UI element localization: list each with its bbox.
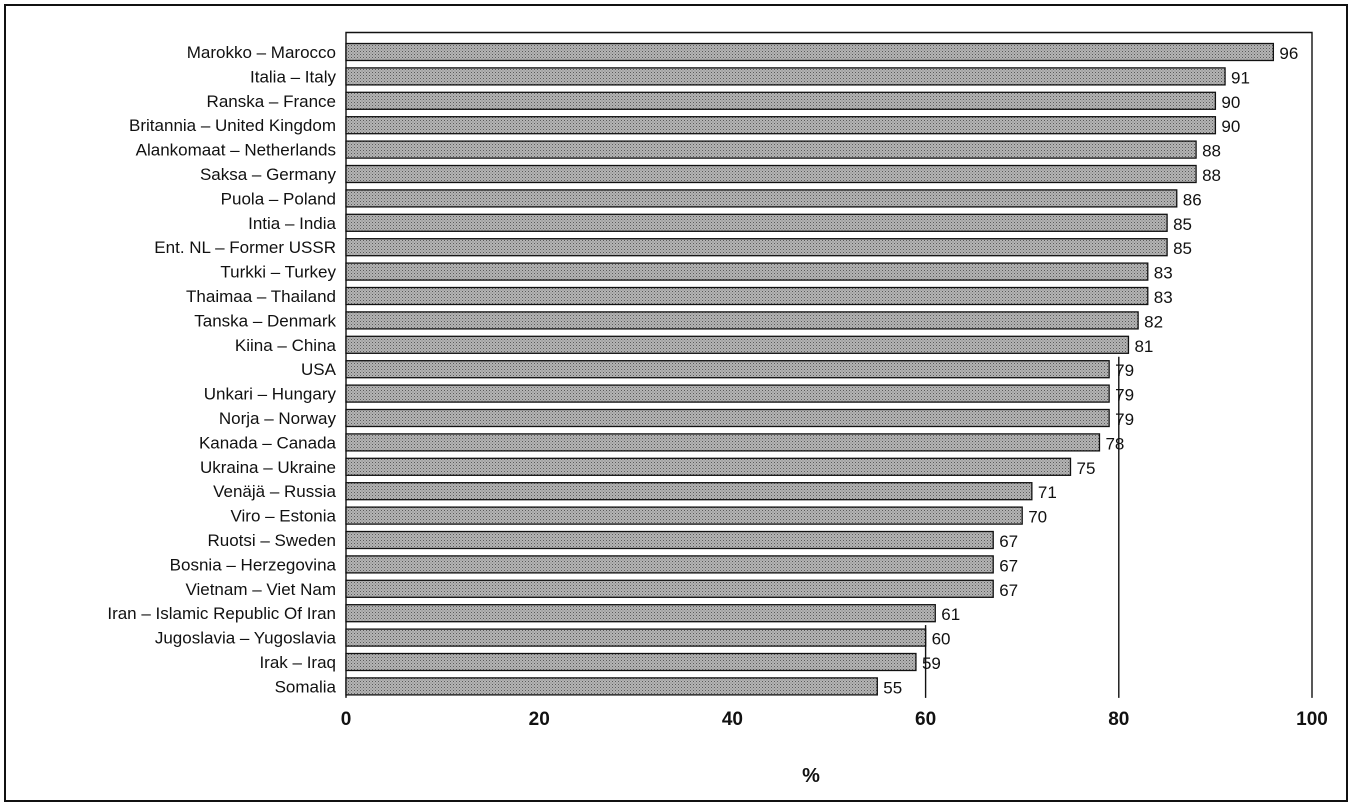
- bar-5: [345, 140, 1197, 159]
- bar-14: [345, 360, 1110, 379]
- category-label: Bosnia – Herzegovina: [170, 555, 337, 574]
- data-label: 67: [999, 556, 1018, 575]
- data-label: 88: [1202, 166, 1221, 185]
- bar-12: [345, 311, 1139, 330]
- data-label: 71: [1038, 483, 1057, 502]
- category-label: Kiina – China: [235, 336, 337, 355]
- bar-13: [345, 335, 1130, 354]
- category-label: USA: [301, 360, 337, 379]
- bar-15: [345, 384, 1110, 403]
- category-label: Britannia – United Kingdom: [129, 116, 336, 135]
- data-label: 90: [1221, 117, 1240, 136]
- bar-1: [345, 42, 1275, 62]
- bar-7: [345, 189, 1178, 208]
- data-label: 88: [1202, 142, 1221, 161]
- bar-24: [345, 604, 936, 623]
- bar-8: [345, 213, 1168, 232]
- x-tick-label: 20: [529, 709, 550, 730]
- data-label: 67: [999, 581, 1018, 600]
- category-label: Ent. NL – Former USSR: [154, 238, 336, 257]
- bar-4: [345, 116, 1217, 135]
- category-label: Alankomaat – Netherlands: [136, 141, 336, 160]
- data-label: 91: [1231, 68, 1250, 87]
- category-label: Unkari – Hungary: [204, 385, 337, 404]
- data-label: 81: [1134, 337, 1153, 356]
- bar-22: [345, 555, 994, 574]
- category-label: Turkki – Turkey: [220, 263, 336, 282]
- category-label: Saksa – Germany: [200, 165, 337, 184]
- bar-27: [345, 677, 878, 696]
- bar-10: [345, 262, 1149, 281]
- x-tick-label: 40: [722, 709, 743, 730]
- bar-17: [345, 433, 1101, 452]
- data-label: 79: [1115, 386, 1134, 405]
- data-label: 61: [941, 605, 960, 624]
- category-label: Vietnam – Viet Nam: [185, 580, 336, 599]
- category-label: Iran – Islamic Republic Of Iran: [107, 604, 336, 623]
- bar-25: [345, 628, 927, 647]
- category-label: Viro – Estonia: [230, 507, 336, 526]
- category-label: Puola – Poland: [221, 189, 336, 208]
- category-label: Intia – India: [248, 214, 336, 233]
- category-label: Jugoslavia – Yugoslavia: [155, 629, 337, 648]
- category-label: Irak – Iraq: [259, 653, 336, 672]
- category-label: Somalia: [275, 677, 337, 696]
- bar-21: [345, 530, 994, 550]
- chart-frame: [4, 4, 1348, 802]
- bar-18: [345, 457, 1072, 476]
- data-label: 79: [1115, 410, 1134, 429]
- x-tick-label: 80: [1108, 709, 1129, 730]
- x-tick-label: 0: [341, 709, 352, 730]
- bar-11: [345, 286, 1149, 306]
- data-label: 79: [1115, 361, 1134, 380]
- data-label: 85: [1173, 215, 1192, 234]
- bar-26: [345, 652, 917, 672]
- bar-20: [345, 506, 1023, 525]
- data-label: 70: [1028, 508, 1047, 527]
- category-label: Tanska – Denmark: [194, 311, 336, 330]
- category-label: Thaimaa – Thailand: [186, 287, 336, 306]
- data-label: 83: [1154, 264, 1173, 283]
- data-label: 60: [932, 630, 951, 649]
- x-tick-label: 100: [1296, 709, 1328, 730]
- x-axis-label: %: [802, 765, 820, 787]
- category-label: Ruotsi – Sweden: [207, 531, 336, 550]
- data-label: 78: [1105, 434, 1124, 453]
- bar-19: [345, 482, 1033, 501]
- data-label: 75: [1077, 459, 1096, 478]
- data-label: 67: [999, 532, 1018, 551]
- bar-3: [345, 91, 1217, 110]
- bar-9: [345, 238, 1168, 257]
- bar-23: [345, 579, 994, 598]
- category-label: Ukraina – Ukraine: [200, 458, 336, 477]
- bar-2: [345, 67, 1226, 86]
- category-label: Venäjä – Russia: [213, 482, 336, 501]
- bar-6: [345, 164, 1197, 184]
- category-label: Ranska – France: [207, 92, 336, 111]
- data-label: 86: [1183, 190, 1202, 209]
- x-tick-label: 60: [915, 709, 936, 730]
- data-label: 55: [883, 678, 902, 697]
- category-label: Norja – Norway: [219, 409, 337, 428]
- data-label: 96: [1279, 44, 1298, 63]
- category-label: Kanada – Canada: [199, 433, 337, 452]
- data-label: 85: [1173, 239, 1192, 258]
- data-label: 59: [922, 654, 941, 673]
- data-label: 83: [1154, 288, 1173, 307]
- category-label: Marokko – Marocco: [187, 43, 336, 62]
- bar-16: [345, 408, 1110, 428]
- category-label: Italia – Italy: [250, 67, 336, 86]
- data-label: 90: [1221, 93, 1240, 112]
- data-label: 82: [1144, 312, 1163, 331]
